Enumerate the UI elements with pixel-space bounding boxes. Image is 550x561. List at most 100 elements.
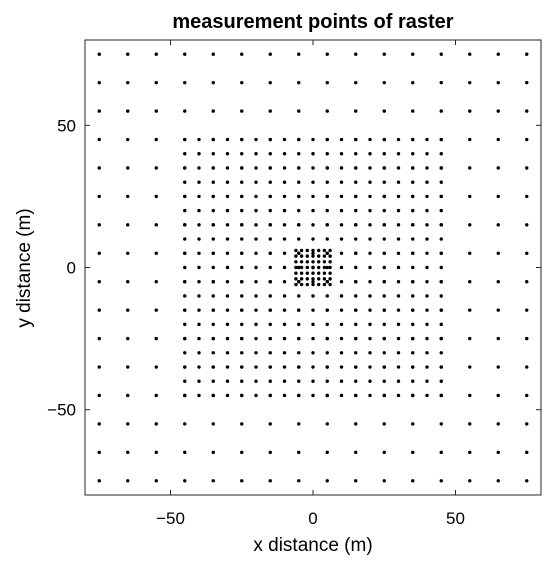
data-point <box>354 265 358 270</box>
data-point <box>311 248 315 253</box>
data-point <box>425 223 429 227</box>
data-point <box>225 351 230 355</box>
data-point <box>382 280 386 284</box>
data-point <box>325 137 329 142</box>
data-point <box>411 422 415 426</box>
data-point <box>126 223 130 227</box>
data-point <box>339 251 344 255</box>
data-point <box>339 223 344 227</box>
data-point <box>325 294 329 298</box>
data-point <box>211 294 215 298</box>
data-point <box>282 351 287 355</box>
data-point <box>294 271 298 275</box>
data-point <box>299 265 304 270</box>
data-point <box>368 280 372 284</box>
data-point <box>354 80 358 85</box>
data-point <box>354 308 358 312</box>
data-point <box>282 379 287 383</box>
data-point <box>354 294 358 298</box>
data-point <box>282 208 287 213</box>
data-point <box>211 152 215 156</box>
data-point <box>382 152 386 156</box>
data-point <box>496 251 500 255</box>
data-point <box>97 365 101 369</box>
data-point <box>154 137 158 142</box>
data-point <box>299 271 304 275</box>
data-point <box>339 308 344 312</box>
data-point <box>382 52 386 56</box>
data-point <box>240 152 244 156</box>
data-point <box>183 479 187 483</box>
data-point <box>197 308 201 312</box>
data-point <box>197 322 201 327</box>
axis-ticks: −50 0 50 −50 0 50 <box>47 40 541 528</box>
data-point <box>126 137 130 142</box>
data-point <box>154 194 158 199</box>
data-point <box>225 336 230 341</box>
data-point <box>525 166 529 170</box>
data-point <box>297 479 301 483</box>
data-point <box>297 180 301 184</box>
data-point <box>325 479 329 483</box>
data-point <box>322 248 327 253</box>
data-point <box>354 479 358 483</box>
data-point <box>268 166 272 170</box>
data-point <box>97 450 101 455</box>
data-point <box>525 336 529 341</box>
data-point <box>439 322 443 327</box>
data-point <box>311 166 315 170</box>
data-point <box>183 351 187 355</box>
data-point <box>439 152 443 156</box>
data-point <box>211 80 215 85</box>
data-point <box>225 194 230 199</box>
data-point <box>240 265 244 270</box>
data-point <box>311 379 315 383</box>
data-point <box>211 393 215 398</box>
data-point <box>525 194 529 199</box>
data-point <box>268 237 272 241</box>
data-point <box>439 265 443 270</box>
data-point <box>197 379 201 383</box>
data-point <box>240 109 244 113</box>
data-point <box>183 180 187 184</box>
data-point <box>382 265 386 270</box>
data-point <box>439 137 443 142</box>
data-point <box>425 393 429 398</box>
data-point <box>268 393 272 398</box>
data-point <box>396 393 401 398</box>
data-point <box>305 260 309 264</box>
data-point <box>268 322 272 327</box>
data-point <box>97 251 101 255</box>
data-point <box>97 479 101 483</box>
data-point <box>183 265 187 270</box>
data-point <box>325 322 329 327</box>
data-point <box>311 277 315 281</box>
data-point <box>328 254 332 258</box>
data-point <box>282 223 287 227</box>
data-point <box>268 251 272 255</box>
data-point <box>154 422 158 426</box>
data-point <box>325 379 329 383</box>
data-point <box>368 166 372 170</box>
data-point <box>382 336 386 341</box>
data-point <box>197 294 201 298</box>
data-point <box>396 379 401 383</box>
data-point <box>382 322 386 327</box>
data-point <box>425 208 429 213</box>
data-point <box>468 422 472 426</box>
data-point <box>425 280 429 284</box>
data-point <box>97 280 101 284</box>
data-point <box>339 137 344 142</box>
data-point <box>525 393 529 398</box>
data-point <box>325 180 329 184</box>
data-point <box>297 294 301 298</box>
data-point <box>396 251 401 255</box>
data-point <box>396 180 401 184</box>
data-point <box>183 52 187 56</box>
data-point <box>299 260 304 264</box>
data-point <box>154 166 158 170</box>
data-point <box>211 450 215 455</box>
data-point <box>339 180 344 184</box>
data-point <box>211 322 215 327</box>
data-point <box>439 251 443 255</box>
